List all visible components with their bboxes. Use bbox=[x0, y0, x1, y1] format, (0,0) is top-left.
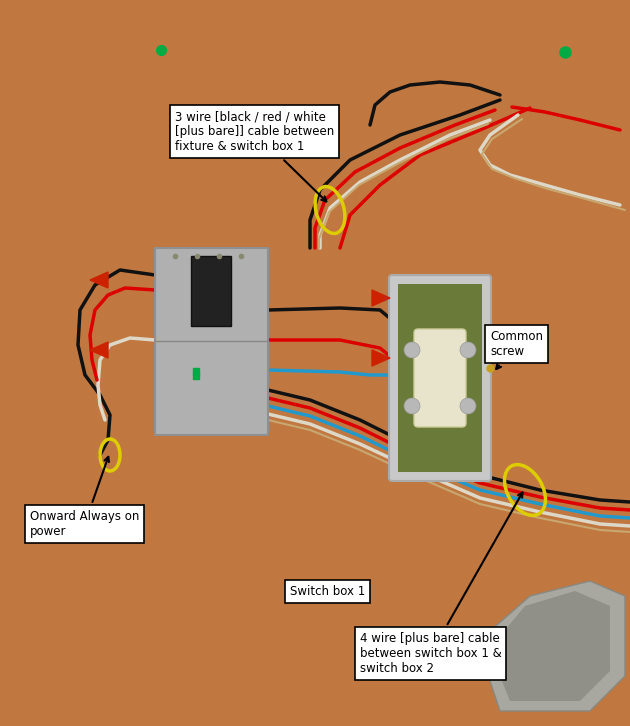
Bar bbox=[398, 284, 482, 472]
Text: 3 wire [black / red / white
[plus bare]] cable between
fixture & switch box 1: 3 wire [black / red / white [plus bare]]… bbox=[175, 110, 335, 201]
Bar bbox=[155, 248, 268, 435]
Circle shape bbox=[404, 398, 420, 414]
Circle shape bbox=[460, 342, 476, 358]
Bar bbox=[191, 256, 231, 326]
FancyBboxPatch shape bbox=[389, 275, 491, 481]
Polygon shape bbox=[500, 591, 610, 701]
Circle shape bbox=[460, 398, 476, 414]
Text: Common
screw: Common screw bbox=[490, 330, 543, 369]
FancyBboxPatch shape bbox=[414, 329, 466, 427]
Polygon shape bbox=[372, 350, 390, 366]
Text: Onward Always on
power: Onward Always on power bbox=[30, 457, 139, 538]
Text: Switch box 1: Switch box 1 bbox=[290, 585, 365, 598]
Polygon shape bbox=[90, 342, 108, 358]
Circle shape bbox=[404, 342, 420, 358]
Text: 4 wire [plus bare] cable
between switch box 1 &
switch box 2: 4 wire [plus bare] cable between switch … bbox=[360, 492, 522, 675]
Polygon shape bbox=[90, 272, 108, 288]
Polygon shape bbox=[372, 290, 390, 306]
Polygon shape bbox=[490, 581, 625, 711]
